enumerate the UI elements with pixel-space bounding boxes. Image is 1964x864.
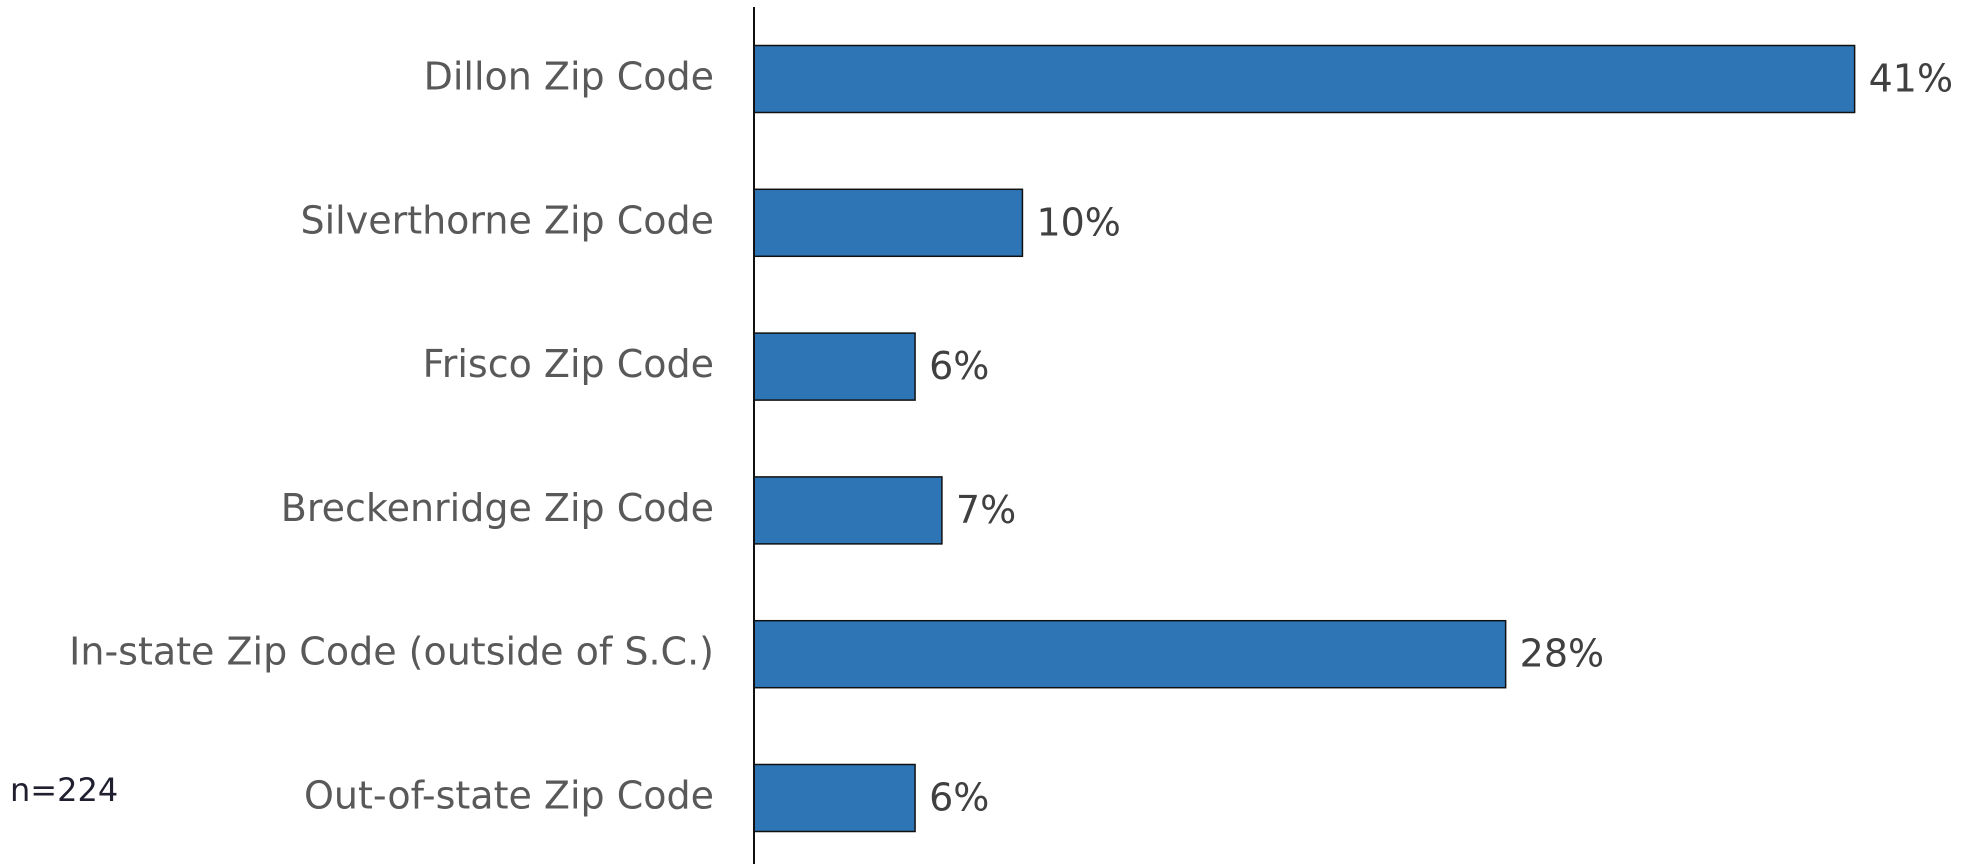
value-label: 6% — [929, 344, 989, 388]
value-label: 7% — [956, 488, 1016, 532]
sample-size: n=224 — [10, 771, 118, 809]
value-label: 41% — [1869, 57, 1953, 101]
category-label: Breckenridge Zip Code — [281, 486, 714, 530]
bar — [753, 188, 1024, 258]
bar — [753, 619, 1507, 689]
value-label: 6% — [929, 776, 989, 820]
bar — [753, 763, 916, 833]
value-label: 10% — [1036, 200, 1120, 244]
value-label: 28% — [1520, 632, 1604, 676]
category-label: Silverthorne Zip Code — [300, 198, 714, 242]
category-label: Dillon Zip Code — [424, 55, 714, 99]
category-label: Frisco Zip Code — [423, 342, 714, 386]
bar — [753, 44, 1856, 114]
bar — [753, 332, 916, 401]
category-label: In-state Zip Code (outside of S.C.) — [69, 630, 714, 674]
bar — [753, 476, 943, 545]
category-label: Out-of-state Zip Code — [304, 774, 714, 818]
